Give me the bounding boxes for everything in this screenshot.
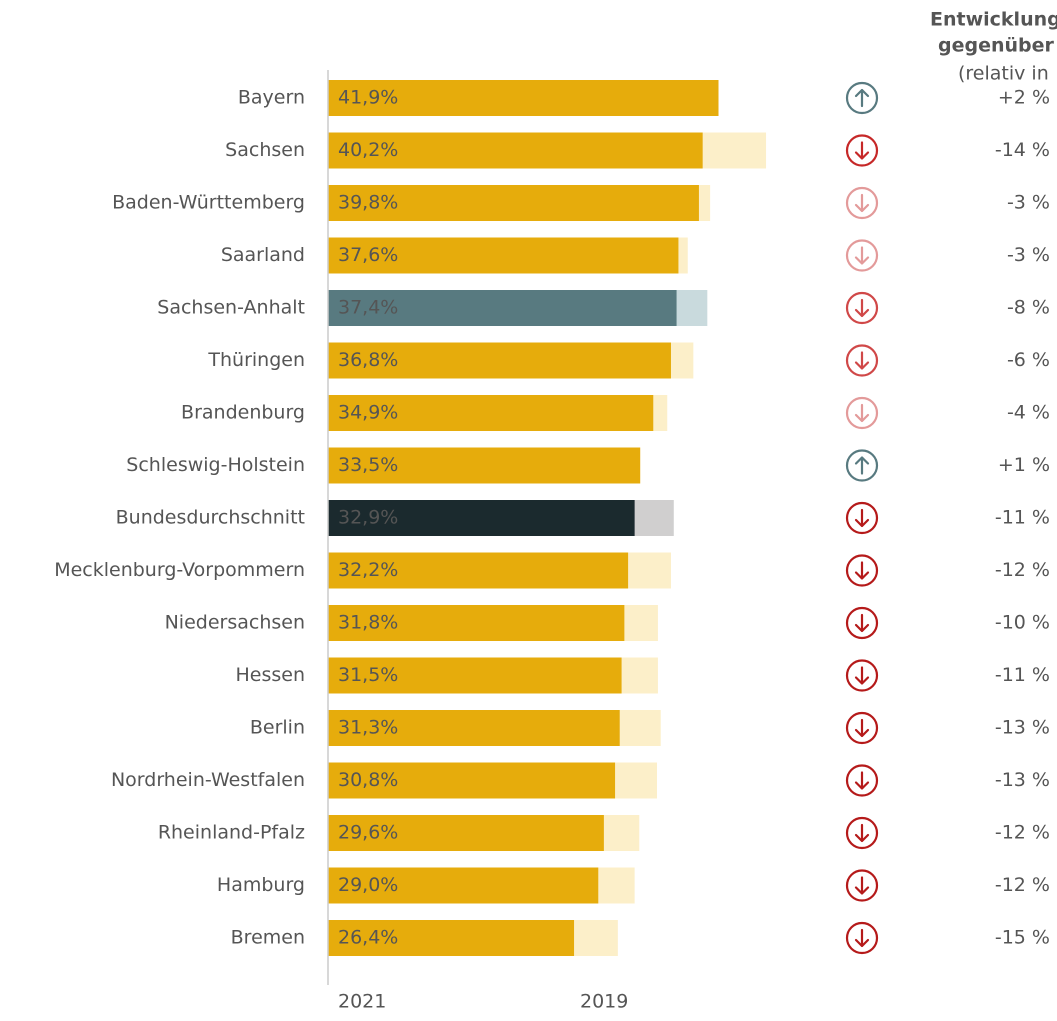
- bar-2021: [328, 762, 616, 799]
- change-icon: [845, 344, 879, 377]
- bar-2021: [328, 815, 604, 851]
- bar-2021: [328, 237, 679, 274]
- value-label: 30,8%: [338, 769, 398, 791]
- change-icon: [845, 449, 879, 482]
- change-label: -12 %: [995, 874, 1050, 896]
- category-label: Brandenburg: [181, 402, 305, 424]
- value-label: 31,5%: [338, 664, 398, 686]
- bar-2021: [328, 657, 622, 694]
- value-label: 29,6%: [338, 822, 398, 844]
- change-icon: [845, 134, 879, 167]
- bar-2021: [328, 290, 677, 326]
- change-label: +1 %: [998, 454, 1050, 476]
- bar-2021: [328, 552, 629, 589]
- category-label: Baden-Württemberg: [112, 192, 305, 214]
- change-label: -4 %: [1007, 402, 1050, 424]
- bar-2021: [328, 132, 703, 169]
- category-label: Bayern: [238, 87, 305, 109]
- change-title: Entwicklung: [930, 9, 1057, 31]
- bar-2021: [328, 80, 719, 116]
- change-label: -12 %: [995, 822, 1050, 844]
- change-icon: [845, 239, 879, 272]
- change-label: -11 %: [995, 507, 1050, 529]
- bar-2021: [328, 185, 699, 221]
- category-label: Thüringen: [207, 349, 305, 371]
- change-icon: [845, 291, 879, 325]
- value-label: 34,9%: [338, 402, 398, 424]
- change-icon: [845, 396, 879, 430]
- change-icon: [845, 81, 879, 115]
- value-label: 26,4%: [338, 927, 398, 949]
- change-label: -3 %: [1007, 192, 1050, 214]
- change-icon: [845, 764, 879, 797]
- bar-2021: [328, 710, 620, 746]
- category-label: Berlin: [250, 717, 305, 739]
- category-label: Bremen: [231, 927, 305, 949]
- category-label: Niedersachsen: [165, 612, 305, 634]
- change-icon: [845, 501, 879, 535]
- change-label: -11 %: [995, 664, 1050, 686]
- value-label: 31,3%: [338, 717, 398, 739]
- bar-2021: [328, 395, 654, 431]
- change-icon: [845, 869, 879, 902]
- change-label: -10 %: [995, 612, 1050, 634]
- category-label: Bundesdurchschnitt: [116, 507, 305, 529]
- change-icon: [845, 186, 879, 220]
- change-label: -8 %: [1007, 297, 1050, 319]
- change-icon: [845, 554, 879, 587]
- category-label: Sachsen: [225, 139, 305, 161]
- value-label: 33,5%: [338, 454, 398, 476]
- change-icon: [845, 711, 879, 745]
- category-label: Hessen: [235, 664, 305, 686]
- change-label: -14 %: [995, 139, 1050, 161]
- change-label: -3 %: [1007, 244, 1050, 266]
- legend-label: 2021: [338, 991, 386, 1013]
- value-label: 29,0%: [338, 874, 398, 896]
- bar-2021: [328, 867, 599, 904]
- category-label: Schleswig-Holstein: [126, 454, 305, 476]
- value-label: 37,4%: [338, 297, 398, 319]
- change-label: -13 %: [995, 717, 1050, 739]
- category-label: Nordrhein-Westfalen: [111, 769, 305, 791]
- change-label: -15 %: [995, 927, 1050, 949]
- change-icon: [845, 606, 879, 640]
- category-label: Hamburg: [217, 874, 305, 896]
- bar-2021: [328, 920, 575, 956]
- change-icon: [845, 816, 879, 850]
- bar-2021: [328, 447, 641, 484]
- category-label: Sachsen-Anhalt: [157, 297, 305, 319]
- change-icon: [845, 921, 879, 955]
- change-label: -12 %: [995, 559, 1050, 581]
- change-label: -6 %: [1007, 349, 1050, 371]
- value-label: 32,2%: [338, 559, 398, 581]
- bar-2021: [328, 342, 671, 379]
- value-label: 40,2%: [338, 139, 398, 161]
- change-label: +2 %: [998, 87, 1050, 109]
- value-label: 32,9%: [338, 507, 398, 529]
- legend-label: 2019: [580, 991, 628, 1013]
- value-label: 39,8%: [338, 192, 398, 214]
- change-title: (relativ in: [958, 63, 1049, 85]
- change-label: -13 %: [995, 769, 1050, 791]
- change-title: gegenüber: [938, 35, 1055, 57]
- change-icon: [845, 659, 879, 692]
- bar-2021: [328, 605, 625, 641]
- category-label: Mecklenburg-Vorpommern: [54, 559, 305, 581]
- value-label: 37,6%: [338, 244, 398, 266]
- bar-2021: [328, 500, 635, 536]
- value-label: 31,8%: [338, 612, 398, 634]
- category-label: Rheinland-Pfalz: [158, 822, 305, 844]
- value-label: 36,8%: [338, 349, 398, 371]
- value-label: 41,9%: [338, 87, 398, 109]
- category-label: Saarland: [221, 244, 305, 266]
